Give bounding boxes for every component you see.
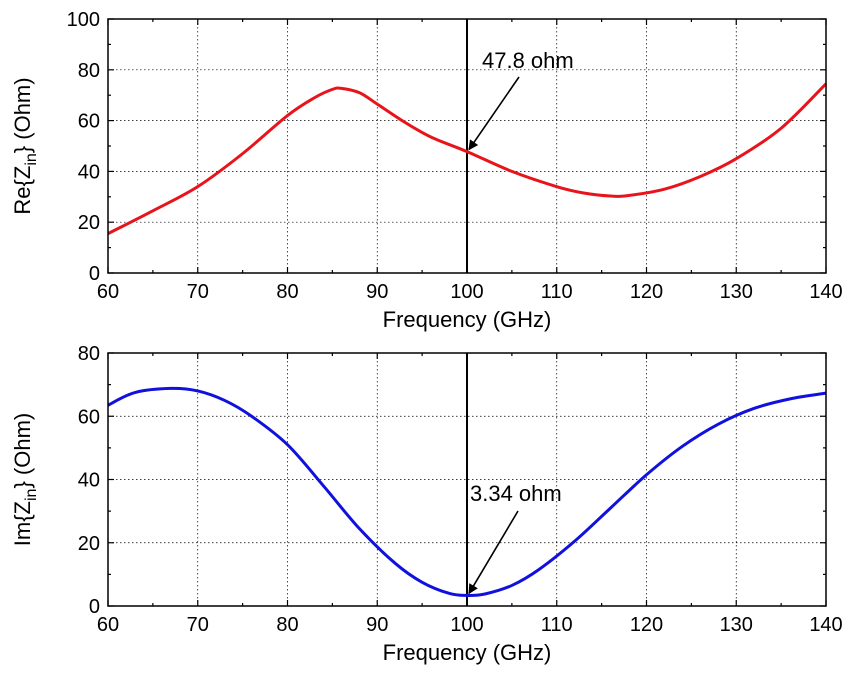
x-tick-label: 100	[450, 614, 483, 636]
y-axis-title: Im{Zin} (Ohm)	[10, 413, 40, 546]
annotation-label: 3.34 ohm	[470, 481, 562, 506]
x-tick-label: 80	[276, 281, 298, 303]
annotation-label: 47.8 ohm	[482, 48, 574, 73]
annotation-arrow	[468, 510, 519, 595]
y-tick-label: 0	[89, 596, 100, 618]
x-tick-label: 80	[276, 614, 298, 636]
x-tick-label: 60	[97, 281, 119, 303]
x-tick-label: 120	[630, 614, 663, 636]
im-zin-panel: 60 70 80 90 100 110 120 130 140 0 20 40 60 80 3.34 oh…	[10, 343, 843, 665]
x-axis-title: Frequency (GHz)	[383, 640, 552, 665]
x-tick-label: 120	[630, 281, 663, 303]
x-tick-label: 100	[450, 281, 483, 303]
x-tick-label: 90	[366, 281, 388, 303]
y-axis-title: Re{Zin} (Ohm)	[10, 77, 40, 214]
x-tick-label: 140	[809, 281, 842, 303]
x-tick-label: 140	[809, 614, 842, 636]
y-tick-label: 40	[78, 161, 100, 183]
y-tick-label: 60	[78, 111, 100, 133]
annotation: 3.34 ohm	[468, 481, 562, 595]
annotation-arrow	[468, 76, 520, 151]
y-tick-label: 40	[78, 470, 100, 492]
x-tick-label: 110	[541, 281, 573, 303]
x-tick-label: 60	[97, 614, 119, 636]
x-tick-label: 130	[720, 614, 753, 636]
x-tick-label: 130	[720, 281, 753, 303]
y-tick-label: 80	[78, 60, 100, 82]
y-tick-label: 100	[67, 9, 100, 31]
x-tick-label: 110	[541, 614, 573, 636]
series-layer	[107, 386, 827, 597]
series-layer	[107, 82, 828, 235]
annotation: 47.8 ohm	[468, 48, 574, 151]
series-line	[107, 386, 827, 597]
x-tick-label: 70	[187, 281, 209, 303]
axis-ticks: 60 70 80 90 100 110 120 130 140 0 20 40 60 80	[78, 343, 843, 636]
axis-ticks: 60 70 80 90 100 110 120 130 140 0 20 40 60 80 100	[67, 9, 843, 303]
x-tick-label: 90	[366, 614, 388, 636]
y-tick-label: 80	[78, 343, 100, 365]
y-tick-label: 20	[78, 212, 100, 234]
y-tick-label: 20	[78, 533, 100, 555]
series-line	[107, 82, 828, 235]
x-tick-label: 70	[187, 614, 209, 636]
y-tick-label: 0	[89, 263, 100, 285]
y-tick-label: 60	[78, 406, 100, 428]
x-axis-title: Frequency (GHz)	[383, 307, 552, 332]
re-zin-panel: 60 70 80 90 100 110 120 130 140 0 20 40 60 80 100 47.8…	[10, 9, 843, 332]
